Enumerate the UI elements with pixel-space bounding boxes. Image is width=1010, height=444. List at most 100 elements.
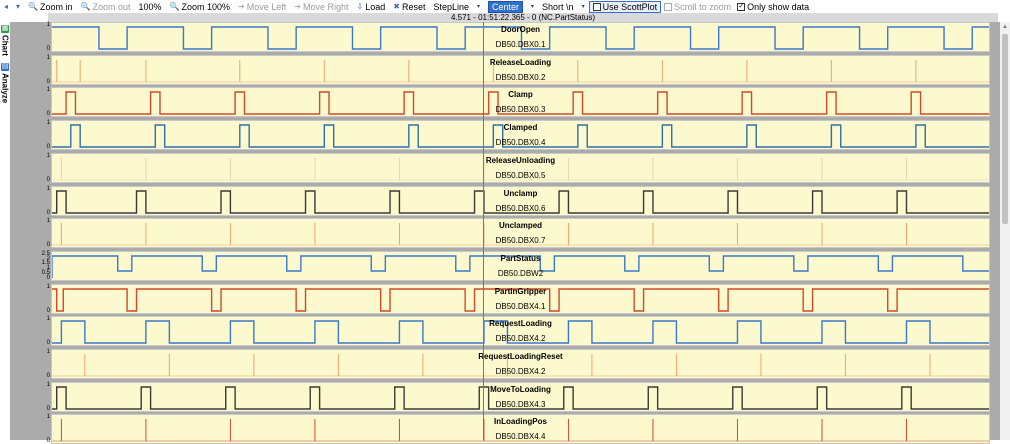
y-tick-label: 0 xyxy=(46,176,50,183)
zoom-in-button[interactable]: 🔍 Zoom in xyxy=(28,1,73,12)
signal-track-requestloading[interactable]: 1 0 RequestLoading DB50.DBX4.2 xyxy=(10,316,1000,347)
signal-track-unclamp[interactable]: 1 0 Unclamp DB50.DBX0.6 xyxy=(10,185,1000,216)
y-tick-label: 1 xyxy=(46,152,50,159)
y-tick-label: 0 xyxy=(46,405,50,412)
signal-plot[interactable]: ReleaseLoading DB50.DBX0.2 xyxy=(51,54,990,85)
move-right-button[interactable]: ➔ Move Right xyxy=(294,1,349,12)
signal-plot[interactable]: RequestLoading DB50.DBX4.2 xyxy=(51,316,990,347)
toolbar: ◂ ▾ 🔍 Zoom in 🔍 Zoom out 100% 🔍 Zoom 100% ➔… xyxy=(0,0,1010,13)
toolbar-menu-button[interactable]: ▾ xyxy=(12,0,24,13)
y-tick-label: 0 xyxy=(46,209,50,216)
signal-plot[interactable]: Clamp DB50.DBX0.3 xyxy=(51,87,990,118)
cursor-status-readout: 4.571 - 01:51:22.365 - 0 (NC.PartStatus) xyxy=(48,13,998,22)
signal-line xyxy=(52,287,989,312)
scroll-to-zoom-checkbox[interactable]: Scroll to zoom xyxy=(661,2,734,12)
y-tick-label: 0 xyxy=(46,111,50,118)
load-button[interactable]: ⇩ Load xyxy=(356,1,386,12)
signal-track-partstatus[interactable]: 2.5 2 1.5 1 0.5 0 PartStatus DB50.DBW2 xyxy=(10,250,1000,281)
chart-icon: ▦ xyxy=(1,25,9,33)
signal-waveform xyxy=(52,223,989,246)
signal-track-requestloadingreset[interactable]: 1 0 RequestLoadingReset DB50.DBX4.2 xyxy=(10,349,1000,379)
y-tick-label: 1 xyxy=(46,349,50,355)
signal-track-releaseloading[interactable]: 1 0 ReleaseLoading DB50.DBX0.2 xyxy=(10,54,1000,85)
y-tick-label: 0 xyxy=(46,373,50,379)
signal-plot[interactable]: ReleaseUnloading DB50.DBX0.5 xyxy=(51,152,990,183)
signal-track-clamped[interactable]: 1 0 Clamped DB50.DBX0.4 xyxy=(10,120,1000,151)
chart-type-select[interactable]: StepLine ▾ xyxy=(433,1,481,12)
signal-line xyxy=(52,26,989,50)
signal-plot[interactable]: DoorOpen DB50.DBX0.1 xyxy=(51,22,990,52)
signal-track-releaseunloading[interactable]: 1 0 ReleaseUnloading DB50.DBX0.5 xyxy=(10,152,1000,183)
reset-icon: ✖ xyxy=(393,2,400,11)
y-tick-label: 1 xyxy=(46,316,50,323)
collapse-toolbar-button[interactable]: ◂ xyxy=(0,0,12,13)
move-left-button[interactable]: ➔ Move Left xyxy=(238,1,287,12)
y-tick-label: 1 xyxy=(46,54,50,61)
zoom-in-icon: 🔍 xyxy=(28,2,38,11)
y-tick-label: 0 xyxy=(46,242,50,249)
y-tick-label: 2 xyxy=(46,255,50,262)
y-tick-label: 0 xyxy=(46,307,50,314)
signal-tracks[interactable]: 1 0 DoorOpen DB50.DBX0.1 1 0 ReleaseLoading DB5… xyxy=(10,22,1000,444)
only-show-data-checkbox[interactable]: ✓ Only show data xyxy=(737,1,810,12)
y-tick-label: 1 xyxy=(46,22,50,28)
y-tick-label: 0 xyxy=(46,144,50,151)
signal-track-partingripper[interactable]: 1 0 PartInGripper DB50.DBX4.1 xyxy=(10,283,1000,314)
format-select[interactable]: Short \n ▾ xyxy=(542,1,585,12)
arrow-left-icon: ➔ xyxy=(238,2,245,11)
signal-line xyxy=(52,255,989,278)
signal-track-movetoloading[interactable]: 1 0 MoveToLoading DB50.DBX4.3 xyxy=(10,381,1000,412)
checkmark-icon: ✓ xyxy=(737,2,746,11)
tab-chart[interactable]: ▦ Chart xyxy=(0,25,10,56)
tab-analyze[interactable]: ▤ Analyze xyxy=(0,63,10,104)
signal-waveform xyxy=(52,59,989,82)
vertical-scrollbar[interactable]: ▲ xyxy=(1000,22,1010,440)
signal-waveform xyxy=(52,189,989,214)
signal-waveform xyxy=(52,385,989,410)
y-tick-label: 0 xyxy=(46,340,50,347)
signal-waveform xyxy=(52,287,989,312)
signal-line xyxy=(52,91,989,116)
use-scottplot-checkbox[interactable]: Use ScottPlot xyxy=(588,0,662,13)
signal-waveform xyxy=(52,26,989,50)
y-tick-label: 0.5 xyxy=(41,270,50,277)
y-axis-labels: 2.5 2 1.5 1 0.5 0 xyxy=(40,251,50,281)
signal-track-clamp[interactable]: 1 0 Clamp DB50.DBX0.3 xyxy=(10,87,1000,118)
signal-plot[interactable]: Unclamp DB50.DBX0.6 xyxy=(51,185,990,216)
analyze-icon: ▤ xyxy=(1,63,9,71)
checkbox-box xyxy=(592,2,601,11)
signal-track-unclamped[interactable]: 1 0 Unclamped DB50.DBX0.7 xyxy=(10,218,1000,249)
align-select[interactable]: Center ▾ xyxy=(484,0,538,13)
signal-plot[interactable]: RequestLoadingReset DB50.DBX4.2 xyxy=(51,349,990,379)
y-tick-label: 1 xyxy=(46,414,50,421)
chevron-down-icon: ▾ xyxy=(16,2,21,11)
chevron-down-icon: ▾ xyxy=(477,4,481,10)
signal-plot[interactable]: Unclamped DB50.DBX0.7 xyxy=(51,218,990,249)
y-tick-label: 1 xyxy=(46,185,50,192)
signal-plot[interactable]: PartStatus DB50.DBW2 xyxy=(51,250,990,281)
scrollbar-thumb[interactable] xyxy=(1002,34,1008,224)
signal-plot[interactable]: MoveToLoading DB50.DBX4.3 xyxy=(51,381,990,412)
zoom-level-label: 100% xyxy=(138,1,162,12)
signal-track-dooropen[interactable]: 1 0 DoorOpen DB50.DBX0.1 xyxy=(10,22,1000,52)
reset-button[interactable]: ✖ Reset xyxy=(393,1,426,12)
y-tick-label: 1 xyxy=(46,265,50,272)
signal-line xyxy=(52,189,989,214)
signal-waveform xyxy=(52,124,989,148)
y-tick-label: 0 xyxy=(46,438,50,444)
zoom-out-button[interactable]: 🔍 Zoom out xyxy=(80,1,131,12)
cursor-line[interactable] xyxy=(483,22,484,440)
zoom-100-button[interactable]: 🔍 Zoom 100% xyxy=(169,1,231,12)
signal-plot[interactable]: PartInGripper DB50.DBX4.1 xyxy=(51,283,990,314)
side-tab-strip: ▦ Chart ▤ Analyze xyxy=(0,13,10,440)
signal-plot[interactable]: Clamped DB50.DBX0.4 xyxy=(51,120,990,151)
zoom-out-icon: 🔍 xyxy=(80,2,91,11)
